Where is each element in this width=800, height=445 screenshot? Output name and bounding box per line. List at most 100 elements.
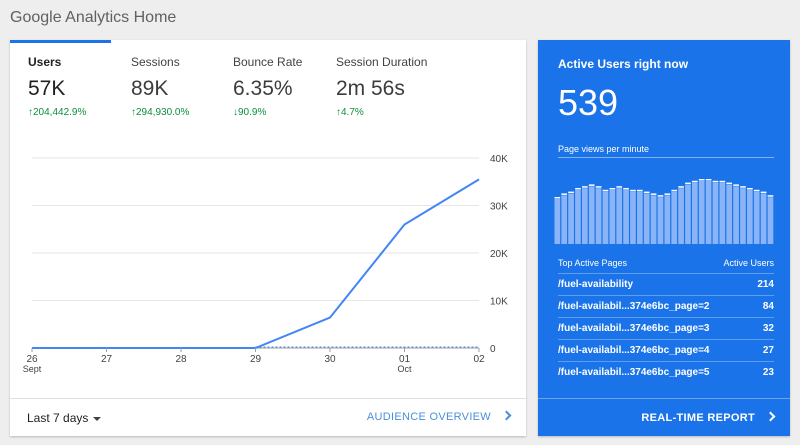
pageview-bar-cap — [692, 180, 698, 183]
pageview-bar-cap — [630, 189, 636, 192]
top-pages-label: Top Active Pages — [558, 258, 628, 268]
arrow-up-icon: ↑ — [336, 107, 341, 118]
metric-tab-bounce-rate[interactable]: Bounce Rate 6.35% ↓90.9% — [233, 55, 302, 118]
pageview-bar — [609, 190, 616, 244]
realtime-footer: REAL-TIME REPORT — [538, 398, 790, 436]
active-users-label: Active Users — [723, 258, 774, 268]
pageview-bar — [657, 197, 664, 244]
pageview-bar-cap — [726, 182, 733, 185]
top-page-row[interactable]: /fuel-availabil...374e6bc_page=4 27 — [558, 339, 774, 361]
chevron-right-icon — [765, 411, 776, 422]
pageview-bar — [630, 191, 636, 244]
top-pages-list: /fuel-availability 214/fuel-availabil...3… — [558, 273, 774, 383]
x-tick-label: 02 — [473, 354, 485, 365]
pageview-bar-cap — [643, 191, 650, 194]
pageview-bar-cap — [568, 191, 574, 194]
pageview-bar-cap — [705, 179, 712, 181]
metric-label: Bounce Rate — [233, 55, 303, 69]
pageview-bar — [575, 190, 581, 244]
pageview-bar — [767, 197, 774, 244]
page-path: /fuel-availabil...374e6bc_page=4 — [558, 345, 710, 356]
pageview-bar — [678, 188, 684, 244]
pageviews-label: Page views per minute — [558, 144, 650, 154]
pageview-bar — [582, 188, 588, 244]
pageview-bar — [554, 199, 561, 244]
active-tab-indicator — [10, 40, 111, 43]
page-path: /fuel-availability — [558, 279, 634, 290]
pageview-bar — [671, 191, 678, 244]
arrow-down-icon: ↓ — [233, 107, 238, 118]
metric-tab-sessions[interactable]: Sessions 89K ↑294,930.0% — [131, 55, 189, 118]
top-page-row[interactable]: /fuel-availabil...374e6bc_page=5 23 — [558, 361, 774, 383]
x-tick-label: 29 — [250, 354, 262, 365]
top-page-row[interactable]: /fuel-availability 214 — [558, 273, 774, 295]
pageview-bar-cap — [747, 188, 753, 190]
x-tick-label: 28 — [175, 354, 187, 365]
metric-value: 6.35% — [233, 77, 293, 100]
metric-value: 89K — [131, 77, 169, 100]
pageview-bar — [588, 186, 595, 244]
pageview-bar — [733, 186, 739, 244]
pageview-bar — [712, 182, 719, 244]
pageview-bar-cap — [671, 189, 678, 192]
pageview-bar — [623, 190, 629, 244]
top-page-row[interactable]: /fuel-availabil...374e6bc_page=2 84 — [558, 295, 774, 317]
pageview-bar-cap — [554, 197, 561, 199]
divider — [558, 157, 774, 158]
pageview-bar — [705, 181, 712, 244]
x-tick-sublabel: Oct — [397, 364, 412, 374]
arrow-up-icon: ↑ — [28, 107, 33, 118]
pageview-bar — [643, 193, 650, 244]
pageview-bar — [719, 182, 726, 244]
pageview-bar-cap — [698, 179, 705, 181]
caret-down-icon — [93, 416, 102, 421]
y-tick-label: 0 — [490, 344, 496, 355]
y-tick-label: 40K — [490, 154, 508, 165]
x-tick-label: 27 — [101, 354, 113, 365]
pageview-bar-cap — [760, 191, 767, 194]
metric-tab-session-duration[interactable]: Session Duration 2m 56s ↑4.7% — [336, 55, 427, 118]
page-active-users: 27 — [762, 345, 774, 356]
card-footer: Last 7 days AUDIENCE OVERVIEW — [10, 398, 526, 436]
realtime-card: Active Users right now 539 Page views pe… — [538, 40, 790, 436]
metric-label: Session Duration — [336, 55, 428, 69]
pageview-bar — [740, 188, 746, 244]
pageview-bar-cap — [561, 193, 568, 195]
pageview-bar-cap — [623, 188, 629, 190]
date-range-dropdown[interactable]: Last 7 days — [27, 411, 102, 425]
pageview-bar — [616, 188, 623, 244]
pageview-bar-cap — [637, 189, 643, 192]
metric-tab-users[interactable]: Users 57K ↑204,442.9% — [28, 55, 86, 118]
x-tick-sublabel: Sept — [23, 364, 42, 374]
page-active-users: 84 — [762, 301, 774, 312]
pageview-bar — [747, 190, 753, 244]
pageview-bar-cap — [719, 180, 726, 183]
page-path: /fuel-availabil...374e6bc_page=5 — [558, 367, 710, 378]
audience-overview-link[interactable]: AUDIENCE OVERVIEW — [367, 410, 512, 423]
active-users-count: 539 — [558, 82, 619, 123]
top-pages-header: Top Active Pages Active Users — [558, 258, 774, 268]
pageview-bar-cap — [588, 184, 595, 186]
pageview-bar-cap — [657, 195, 664, 197]
pageview-bar-cap — [733, 184, 739, 186]
page-title: Google Analytics Home — [10, 9, 177, 26]
metric-change: ↑204,442.9% — [28, 107, 87, 118]
metric-label: Users — [28, 55, 62, 69]
x-tick-label: 26 — [26, 354, 38, 365]
pageview-bar-cap — [712, 180, 719, 183]
pageview-bar-cap — [685, 182, 691, 185]
pageview-bar — [685, 184, 691, 244]
metric-change: ↑4.7% — [336, 107, 364, 118]
pageview-bar-cap — [678, 186, 684, 188]
pageviews-bar-chart — [554, 179, 774, 244]
realtime-report-link[interactable]: REAL-TIME REPORT — [641, 411, 776, 424]
pageview-bar-cap — [582, 186, 588, 188]
top-page-row[interactable]: /fuel-availabil...374e6bc_page=3 32 — [558, 317, 774, 339]
pageview-bar — [753, 191, 760, 244]
chevron-right-icon — [501, 410, 512, 421]
pageview-bar — [568, 193, 574, 244]
y-tick-label: 30K — [490, 202, 508, 213]
pageview-bar — [760, 193, 767, 244]
pageview-bar-cap — [740, 186, 746, 188]
